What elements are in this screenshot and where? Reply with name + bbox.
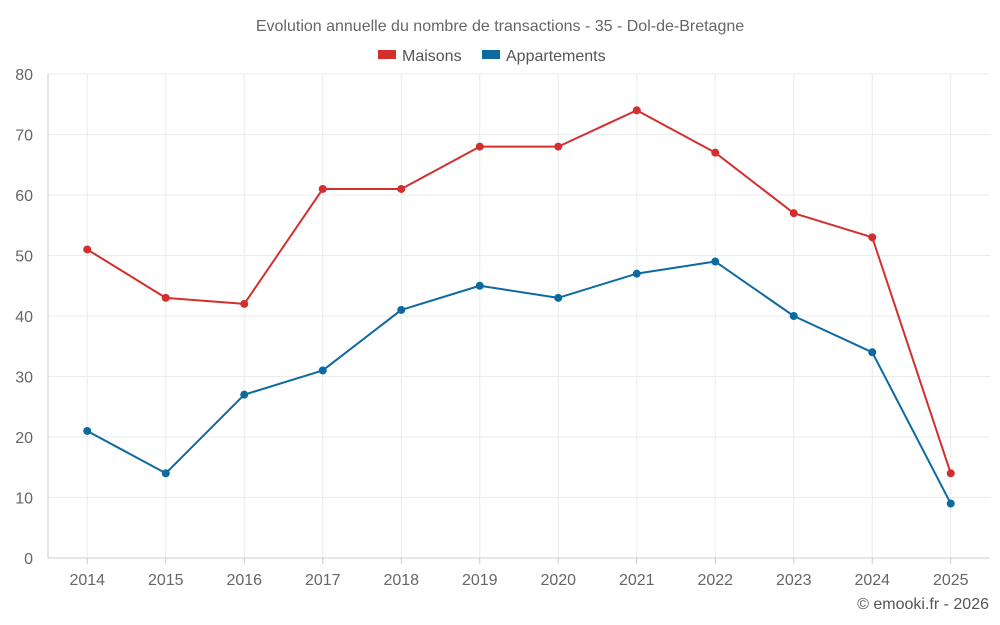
x-tick-label: 2024 (854, 572, 890, 589)
series-maisons (83, 106, 955, 478)
legend-item-maisons[interactable]: Maisons (378, 48, 462, 65)
x-tick-label: 2014 (69, 572, 105, 589)
y-tick-label: 70 (15, 128, 33, 145)
series-line-appartements (86, 260, 952, 505)
y-tick-label: 60 (15, 188, 33, 205)
data-point-appartements[interactable] (397, 305, 406, 314)
legend-swatch-appartements (482, 50, 500, 59)
data-point-maisons[interactable] (318, 184, 327, 193)
data-point-appartements[interactable] (789, 312, 798, 320)
y-tick-label: 20 (15, 430, 33, 447)
legend-swatch-maisons (378, 50, 396, 59)
data-point-appartements[interactable] (711, 257, 720, 266)
y-tick-label: 80 (15, 67, 33, 84)
series (83, 106, 955, 508)
y-tick-label: 50 (15, 249, 33, 266)
x-tick-label: 2015 (148, 572, 184, 589)
x-tick-label: 2019 (462, 572, 498, 589)
data-point-maisons[interactable] (397, 184, 406, 193)
credit-text: © emooki.fr - 2026 (857, 596, 989, 613)
x-tick-label: 2025 (933, 572, 969, 589)
series-appartements (83, 257, 955, 508)
x-tick-label: 2020 (540, 572, 576, 589)
data-point-maisons[interactable] (946, 469, 955, 478)
chart-title: Evolution annuelle du nombre de transact… (256, 18, 744, 35)
series-line-maisons (86, 109, 952, 474)
data-point-maisons[interactable] (83, 245, 92, 254)
y-tick-label: 10 (15, 491, 33, 508)
data-point-appartements[interactable] (161, 469, 170, 478)
y-tick-label: 30 (15, 370, 33, 387)
x-tick-label: 2022 (697, 572, 733, 589)
y-tick-label: 40 (15, 309, 33, 326)
data-point-maisons[interactable] (161, 293, 170, 302)
data-point-appartements[interactable] (475, 281, 484, 290)
data-point-maisons[interactable] (711, 148, 720, 157)
axes: 0 10 20 30 40 50 60 70 80 2014 2015 2016 2017 2018 201… (15, 67, 990, 589)
data-point-appartements[interactable] (946, 499, 955, 508)
data-point-maisons[interactable] (632, 106, 641, 115)
data-point-appartements[interactable] (318, 366, 327, 375)
data-point-maisons[interactable] (868, 233, 877, 242)
legend-label-appartements: Appartements (506, 48, 606, 65)
x-tick-label: 2016 (226, 572, 262, 589)
data-point-maisons[interactable] (554, 142, 563, 151)
data-point-appartements[interactable] (632, 269, 641, 278)
legend-item-appartements[interactable]: Appartements (482, 48, 606, 65)
data-point-appartements[interactable] (83, 426, 92, 435)
data-point-maisons[interactable] (789, 209, 798, 218)
data-point-appartements[interactable] (554, 293, 563, 302)
data-point-maisons[interactable] (475, 142, 484, 151)
y-tick-label: 0 (24, 551, 33, 568)
data-point-appartements[interactable] (240, 390, 249, 399)
legend-label-maisons: Maisons (402, 48, 462, 65)
x-tick-label: 2017 (305, 572, 341, 589)
legend: Maisons Appartements (378, 48, 606, 65)
x-tick-label: 2021 (619, 572, 655, 589)
x-tick-label: 2018 (383, 572, 419, 589)
data-point-maisons[interactable] (240, 299, 249, 308)
x-tick-label: 2023 (776, 572, 812, 589)
data-point-appartements[interactable] (868, 348, 877, 357)
